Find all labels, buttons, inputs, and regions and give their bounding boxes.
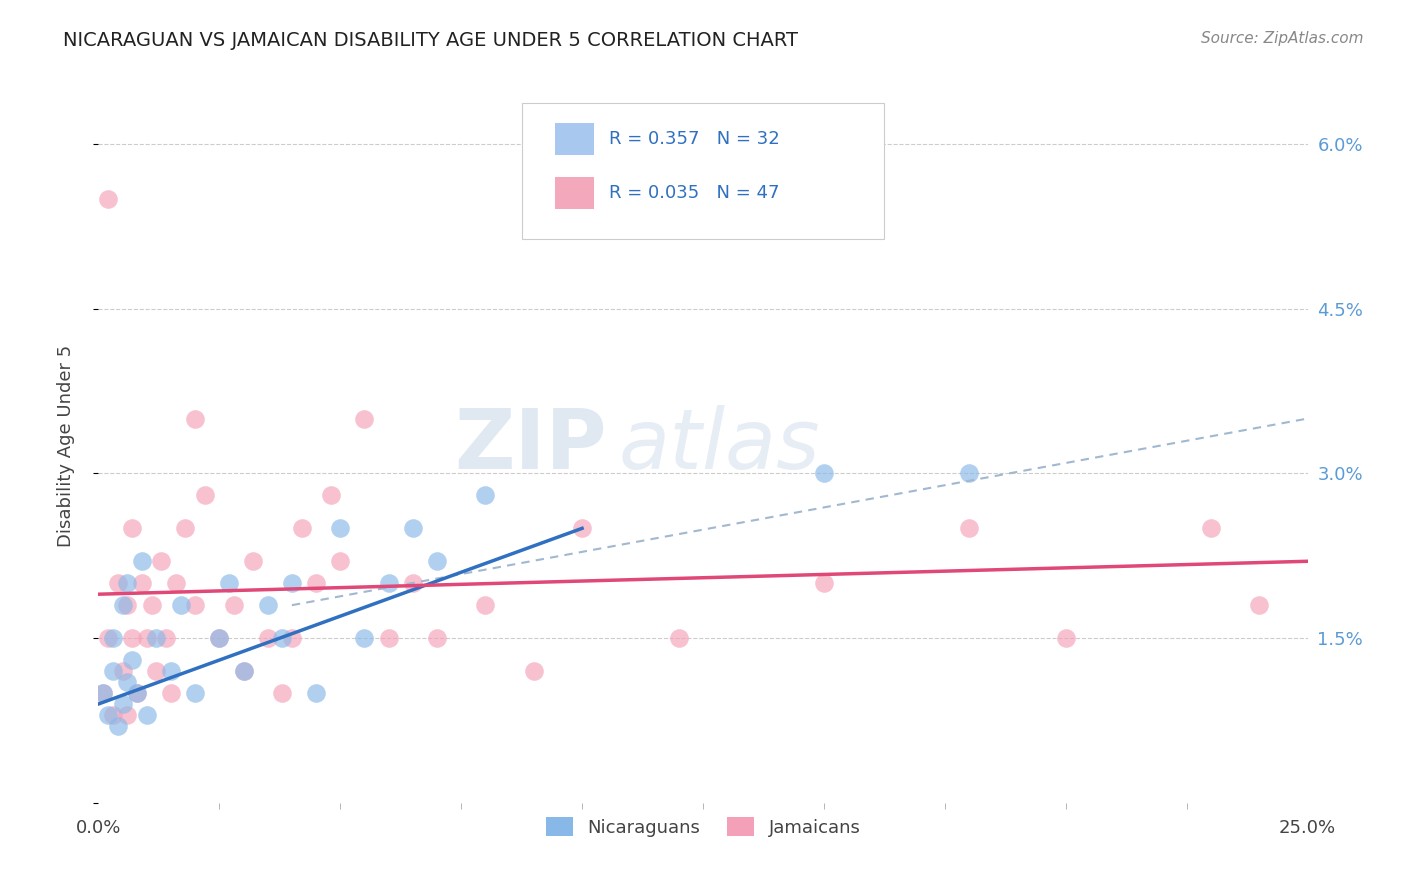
Point — [97, 631, 120, 645]
Point — [1249, 598, 1271, 612]
Point — [111, 598, 134, 612]
Point — [957, 521, 980, 535]
Point — [121, 631, 143, 645]
Point — [402, 576, 425, 591]
Point — [117, 598, 139, 612]
Point — [169, 598, 191, 612]
Point — [232, 664, 254, 678]
Point — [523, 664, 546, 678]
Point — [194, 488, 217, 502]
Point — [271, 686, 294, 700]
Point — [571, 521, 593, 535]
Y-axis label: Disability Age Under 5: Disability Age Under 5 — [56, 345, 75, 547]
Point — [426, 554, 449, 568]
Text: atlas: atlas — [619, 406, 820, 486]
Point — [135, 631, 157, 645]
Point — [1054, 631, 1077, 645]
Point — [121, 521, 143, 535]
Point — [281, 576, 304, 591]
Point — [107, 719, 129, 733]
Point — [91, 686, 114, 700]
Point — [91, 686, 114, 700]
Text: R = 0.035   N = 47: R = 0.035 N = 47 — [609, 184, 779, 202]
Point — [377, 631, 399, 645]
Point — [150, 554, 173, 568]
Point — [353, 631, 375, 645]
Point — [160, 686, 183, 700]
Point — [232, 664, 254, 678]
Text: Source: ZipAtlas.com: Source: ZipAtlas.com — [1201, 31, 1364, 46]
FancyBboxPatch shape — [522, 103, 884, 239]
Point — [111, 697, 134, 711]
Point — [208, 631, 231, 645]
Point — [305, 686, 328, 700]
Point — [141, 598, 163, 612]
Point — [329, 521, 352, 535]
Point — [145, 631, 167, 645]
Point — [184, 686, 207, 700]
Point — [121, 653, 143, 667]
FancyBboxPatch shape — [555, 177, 595, 209]
Point — [668, 631, 690, 645]
Text: ZIP: ZIP — [454, 406, 606, 486]
Point — [97, 192, 120, 206]
Point — [402, 521, 425, 535]
Point — [145, 664, 167, 678]
Point — [1199, 521, 1222, 535]
FancyBboxPatch shape — [555, 123, 595, 155]
Point — [135, 708, 157, 723]
Point — [474, 598, 496, 612]
Point — [242, 554, 264, 568]
Point — [222, 598, 245, 612]
Point — [165, 576, 187, 591]
Point — [256, 631, 278, 645]
Point — [208, 631, 231, 645]
Point — [117, 675, 139, 690]
Point — [97, 708, 120, 723]
Point — [111, 664, 134, 678]
Point — [117, 708, 139, 723]
Point — [107, 576, 129, 591]
Point — [353, 411, 375, 425]
Point — [305, 576, 328, 591]
Point — [957, 467, 980, 481]
Point — [155, 631, 177, 645]
Point — [281, 631, 304, 645]
Point — [131, 554, 153, 568]
Point — [101, 708, 124, 723]
Point — [329, 554, 352, 568]
Text: R = 0.357   N = 32: R = 0.357 N = 32 — [609, 130, 779, 148]
Point — [813, 576, 835, 591]
Point — [160, 664, 183, 678]
Point — [426, 631, 449, 645]
Text: NICARAGUAN VS JAMAICAN DISABILITY AGE UNDER 5 CORRELATION CHART: NICARAGUAN VS JAMAICAN DISABILITY AGE UN… — [63, 31, 799, 50]
Point — [117, 576, 139, 591]
Legend: Nicaraguans, Jamaicans: Nicaraguans, Jamaicans — [538, 810, 868, 844]
Point — [184, 411, 207, 425]
Point — [256, 598, 278, 612]
Point — [319, 488, 342, 502]
Point — [127, 686, 149, 700]
Point — [271, 631, 294, 645]
Point — [184, 598, 207, 612]
Point — [101, 664, 124, 678]
Point — [127, 686, 149, 700]
Point — [474, 488, 496, 502]
Point — [101, 631, 124, 645]
Point — [174, 521, 197, 535]
Point — [813, 467, 835, 481]
Point — [290, 521, 312, 535]
Point — [131, 576, 153, 591]
Point — [377, 576, 399, 591]
Point — [218, 576, 240, 591]
